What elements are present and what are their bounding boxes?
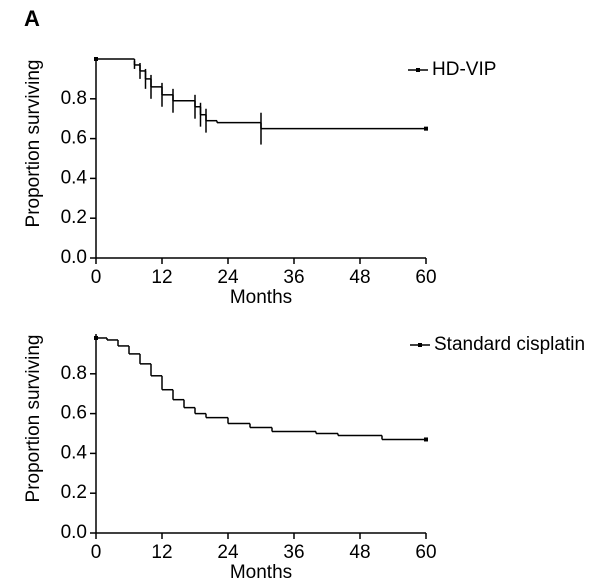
x-tick-label: 12 [151, 542, 172, 563]
x-tick-label: 0 [91, 267, 102, 288]
x-tick-label: 36 [283, 267, 304, 288]
x-tick-label: 60 [415, 542, 436, 563]
x-tick-label: 24 [217, 267, 239, 288]
legend-label: Standard cisplatin [434, 334, 585, 355]
x-tick-label: 36 [283, 542, 304, 563]
point-marker [94, 57, 98, 61]
y-tick-label: 0.2 [61, 207, 87, 228]
y-tick-label: 0.4 [61, 167, 88, 188]
legend-label: HD-VIP [432, 59, 496, 80]
x-tick-label: 0 [91, 542, 102, 563]
legend-marker [418, 343, 422, 347]
x-tick-label: 12 [151, 267, 172, 288]
point-marker [94, 335, 98, 340]
x-axis-label: Months [230, 287, 292, 308]
y-tick-label: 0.0 [61, 247, 87, 268]
y-tick-label: 0.4 [61, 442, 88, 463]
y-axis-label: Proportion surviving [23, 60, 44, 228]
y-tick-label: 0.2 [61, 482, 87, 503]
x-axis-label: Months [230, 562, 292, 583]
panel-label: A [24, 6, 40, 31]
point-marker [424, 126, 428, 131]
y-tick-label: 0.6 [61, 128, 87, 149]
legend-marker [416, 68, 420, 72]
y-axis-label: Proportion surviving [23, 335, 44, 503]
y-tick-label: 0.8 [61, 88, 87, 109]
x-tick-label: 48 [349, 267, 370, 288]
x-tick-label: 24 [217, 542, 239, 563]
point-marker [424, 437, 428, 442]
y-tick-label: 0.6 [61, 403, 87, 424]
y-tick-label: 0.0 [61, 522, 87, 543]
x-tick-label: 48 [349, 542, 370, 563]
y-tick-label: 0.8 [61, 363, 87, 384]
x-tick-label: 60 [415, 267, 436, 288]
